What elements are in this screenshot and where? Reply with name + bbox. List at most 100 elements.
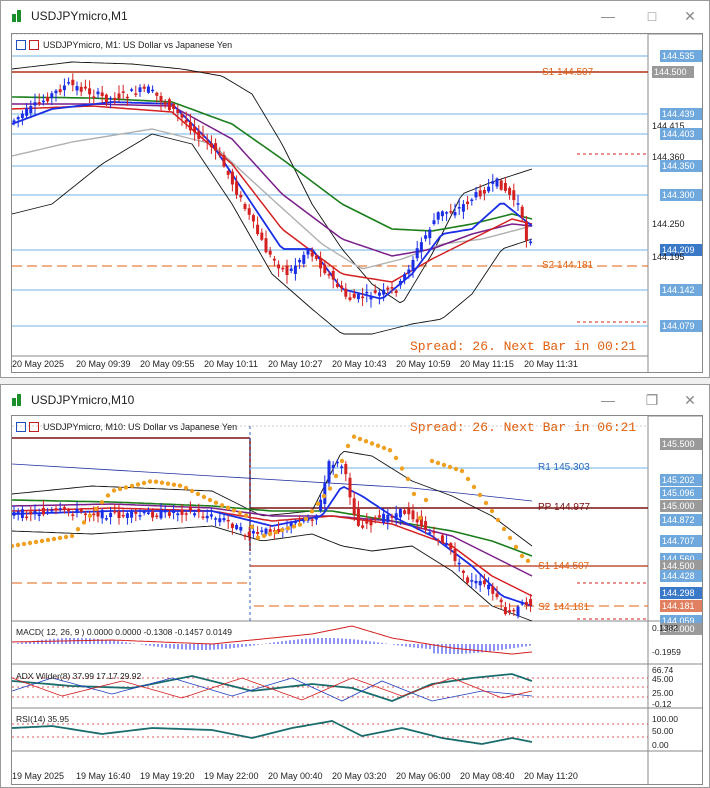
- sar-dot: [315, 501, 321, 506]
- titlebar-m10[interactable]: USDJPYmicro,M10: [1, 385, 709, 415]
- candle-body: [79, 509, 83, 512]
- chart-m1[interactable]: USDJPYmicro, M1: US Dollar vs Japanese Y…: [11, 33, 703, 373]
- candle-body: [453, 212, 457, 216]
- candle-body: [46, 96, 50, 102]
- candle-body: [478, 190, 482, 197]
- candle-body: [382, 513, 386, 523]
- candle-body: [209, 143, 213, 148]
- candle-body: [193, 126, 197, 133]
- pp-label: PP 144.977: [538, 502, 591, 513]
- sar-dot: [165, 481, 171, 486]
- rsi-label: RSI(14) 35.95: [16, 714, 69, 724]
- candle-body: [75, 86, 79, 91]
- candle-body: [403, 274, 407, 280]
- candle-body: [167, 99, 171, 111]
- candle-body: [428, 229, 432, 239]
- sar-dot: [177, 483, 183, 488]
- window-m10: USDJPYmicro,M10 — ❐ ✕ USDJPYmicro, M10: …: [0, 384, 710, 788]
- sar-dot: [423, 497, 429, 503]
- sar-dot: [189, 488, 195, 494]
- candle-body: [407, 269, 411, 274]
- candle-body: [520, 206, 524, 218]
- close-icon[interactable]: ✕: [684, 7, 696, 24]
- sar-dot: [63, 534, 69, 540]
- candle-body: [176, 109, 180, 114]
- candle-body: [512, 609, 516, 612]
- candle-body: [151, 89, 155, 92]
- sar-dot: [87, 513, 93, 518]
- candle-body: [239, 194, 243, 198]
- minimize-icon[interactable]: —: [601, 8, 615, 24]
- indicator-tick-label: 0.00: [652, 740, 669, 750]
- sar-dot: [273, 529, 279, 535]
- price-tick-label: 144.428: [660, 570, 702, 582]
- candle-body: [16, 511, 20, 513]
- candle-body: [394, 290, 398, 293]
- candle-body: [390, 287, 394, 289]
- candle-body: [251, 215, 255, 222]
- candle-body: [67, 82, 71, 84]
- candle-body: [340, 466, 344, 468]
- candle-body: [306, 519, 310, 521]
- maximize-icon[interactable]: □: [647, 8, 657, 24]
- candle-body: [209, 514, 213, 517]
- sar-dot: [507, 535, 513, 541]
- indicator-tick-label: 45.00: [652, 674, 674, 684]
- titlebar-m1[interactable]: USDJPYmicro,M1: [1, 1, 709, 31]
- bollinger-upper: [12, 450, 533, 547]
- sar-dot: [159, 480, 165, 485]
- maximize-icon[interactable]: ❐: [645, 391, 659, 408]
- minimize-icon[interactable]: —: [601, 392, 615, 408]
- candle-body: [20, 113, 24, 118]
- sar-dot: [279, 528, 285, 533]
- candle-body: [71, 514, 75, 516]
- chart-m10[interactable]: USDJPYmicro, M10: US Dollar vs Japanese …: [11, 415, 703, 785]
- price-tick-label: 144.195: [652, 252, 685, 262]
- candle-body: [214, 518, 218, 520]
- candle-body: [79, 86, 83, 92]
- candle-body: [327, 461, 331, 483]
- candle-body: [155, 92, 159, 96]
- price-plot-m1[interactable]: [12, 34, 703, 373]
- bollinger-lower: [12, 525, 533, 622]
- candle-body: [331, 271, 335, 280]
- price-tick-label: 144.298: [660, 587, 702, 599]
- candle-body: [25, 108, 29, 116]
- price-tick-label: 144.250: [652, 219, 685, 229]
- candle-body: [16, 117, 20, 120]
- sar-dot: [99, 500, 105, 505]
- candle-body: [487, 584, 491, 590]
- candle-body: [386, 287, 390, 290]
- candle-body: [314, 255, 318, 259]
- candle-body: [151, 511, 155, 518]
- candle-body: [369, 519, 373, 526]
- candle-body: [172, 103, 176, 109]
- candle-body: [323, 264, 327, 274]
- candle-body: [201, 516, 205, 518]
- candle-body: [92, 96, 96, 98]
- candle-body: [163, 102, 167, 105]
- price-tick-label: 144.360: [652, 152, 685, 162]
- candle-body: [146, 86, 150, 93]
- candle-body: [104, 94, 108, 103]
- candle-body: [230, 523, 234, 528]
- time-tick-label: 20 May 09:39: [76, 359, 131, 369]
- candle-body: [466, 201, 470, 205]
- candle-body: [289, 268, 293, 271]
- candle-body: [125, 513, 129, 518]
- s2-label: S2 144.181: [538, 602, 590, 613]
- adx-plus-di: [12, 677, 533, 702]
- chart-header: USDJPYmicro, M10: US Dollar vs Japanese …: [16, 422, 237, 432]
- time-tick-label: 20 May 2025: [12, 359, 65, 369]
- sar-dot: [231, 508, 237, 513]
- candle-body: [356, 294, 360, 300]
- price-tick-label: 144.403: [660, 128, 702, 140]
- candle-body: [146, 512, 150, 514]
- sar-dot: [243, 513, 249, 518]
- candle-body: [419, 242, 423, 252]
- time-tick-label: 20 May 08:40: [460, 771, 515, 781]
- price-plot-m10[interactable]: [12, 416, 703, 785]
- close-icon[interactable]: ✕: [684, 391, 696, 408]
- candle-body: [348, 297, 352, 300]
- adx-label: ADX Wilder(8) 37.99 17.17 29.92: [16, 671, 142, 681]
